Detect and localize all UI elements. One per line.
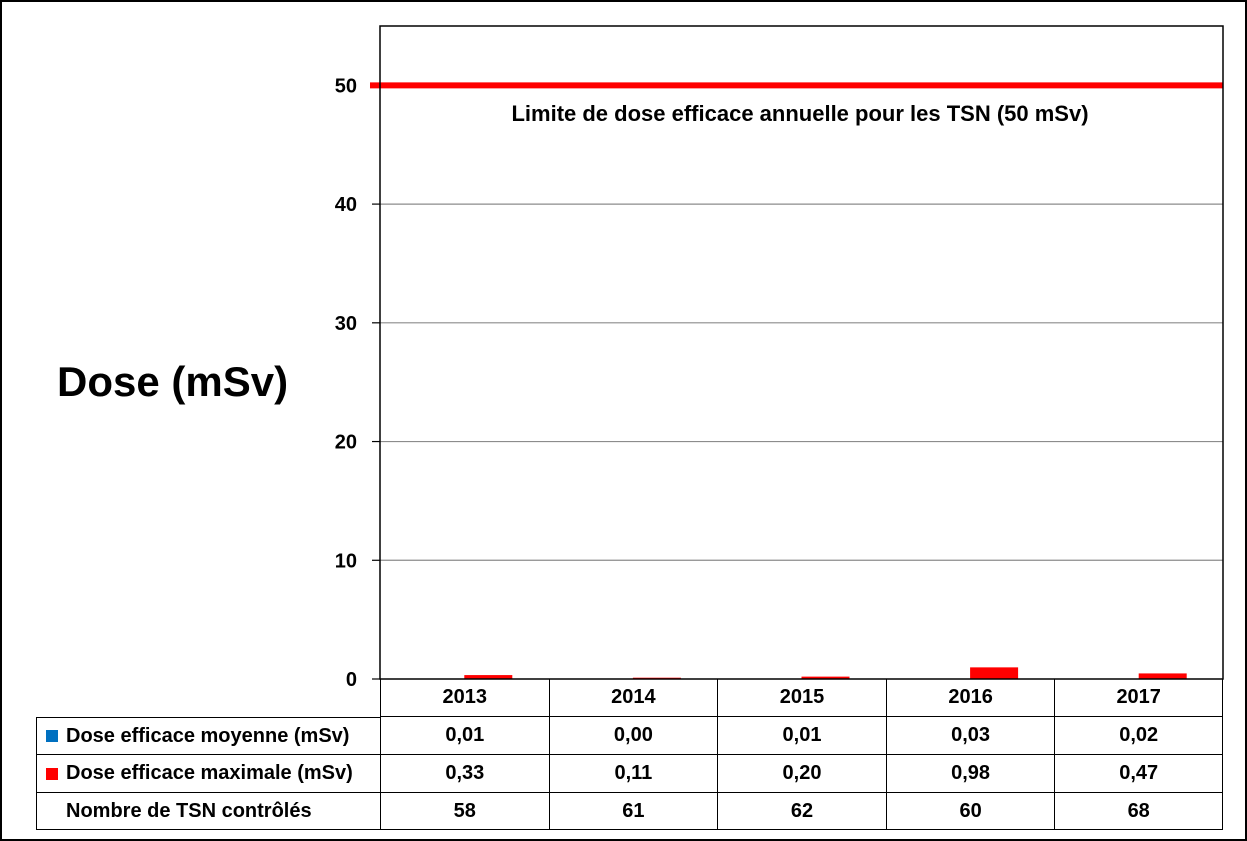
table-header-year: 2015 — [717, 679, 886, 717]
y-axis-ticks: 0 10 20 30 40 50 — [335, 75, 380, 691]
y-tick-label: 40 — [335, 194, 357, 216]
table-cell: 60 — [885, 793, 1055, 830]
y-tick-label: 30 — [335, 313, 357, 335]
table-cell: 0,00 — [548, 717, 718, 755]
bars — [416, 667, 1187, 679]
table-cell: 0,20 — [717, 755, 886, 793]
table-cell: 0,47 — [1054, 755, 1223, 793]
legend-key — [46, 730, 58, 742]
table-cell: 62 — [717, 793, 886, 830]
table-cell: 68 — [1054, 793, 1223, 830]
table-cell: 58 — [380, 793, 549, 830]
bar-maximale-2013 — [464, 675, 513, 679]
y-axis-label: Dose (mSv) — [57, 358, 289, 405]
y-tick-label: 10 — [335, 550, 357, 572]
table-cell: 0,33 — [380, 755, 549, 793]
table-header-year: 2016 — [885, 679, 1055, 717]
table-cell: 0,98 — [885, 755, 1055, 793]
table-cell: 0,01 — [380, 717, 549, 755]
y-tick-label: 20 — [335, 432, 357, 454]
legend-key — [46, 767, 58, 780]
table-header-year: 2014 — [548, 679, 718, 717]
bar-maximale-2017 — [1138, 673, 1187, 679]
y-tick-label: 0 — [346, 669, 357, 691]
bar-maximale-2015 — [801, 676, 850, 679]
table-cell: 0,01 — [717, 717, 886, 755]
table-row-label: Nombre de TSN contrôlés — [36, 793, 380, 830]
table-row-label: Dose efficace moyenne (mSv) — [36, 717, 380, 755]
table-header-year: 2017 — [1054, 679, 1223, 717]
gridlines — [380, 84, 1223, 561]
table-cell: 0,11 — [548, 755, 718, 793]
table-cell: 0,02 — [1054, 717, 1223, 755]
plot-border — [379, 25, 1224, 680]
table-row-label-text: Nombre de TSN contrôlés — [66, 799, 312, 822]
table-row-label-text: Dose efficace moyenne (mSv) — [66, 724, 350, 747]
reference-line-label: Limite de dose efficace annuelle pour le… — [511, 101, 1088, 126]
table-row-label-text: Dose efficace maximale (mSv) — [66, 762, 353, 784]
table-header-year: 2013 — [380, 679, 549, 717]
table-cell: 0,03 — [885, 717, 1055, 755]
y-tick-label: 50 — [335, 75, 357, 97]
table-row-label: Dose efficace maximale (mSv) — [36, 755, 380, 793]
bar-maximale-2016 — [970, 667, 1019, 679]
table-cell: 61 — [548, 793, 718, 830]
